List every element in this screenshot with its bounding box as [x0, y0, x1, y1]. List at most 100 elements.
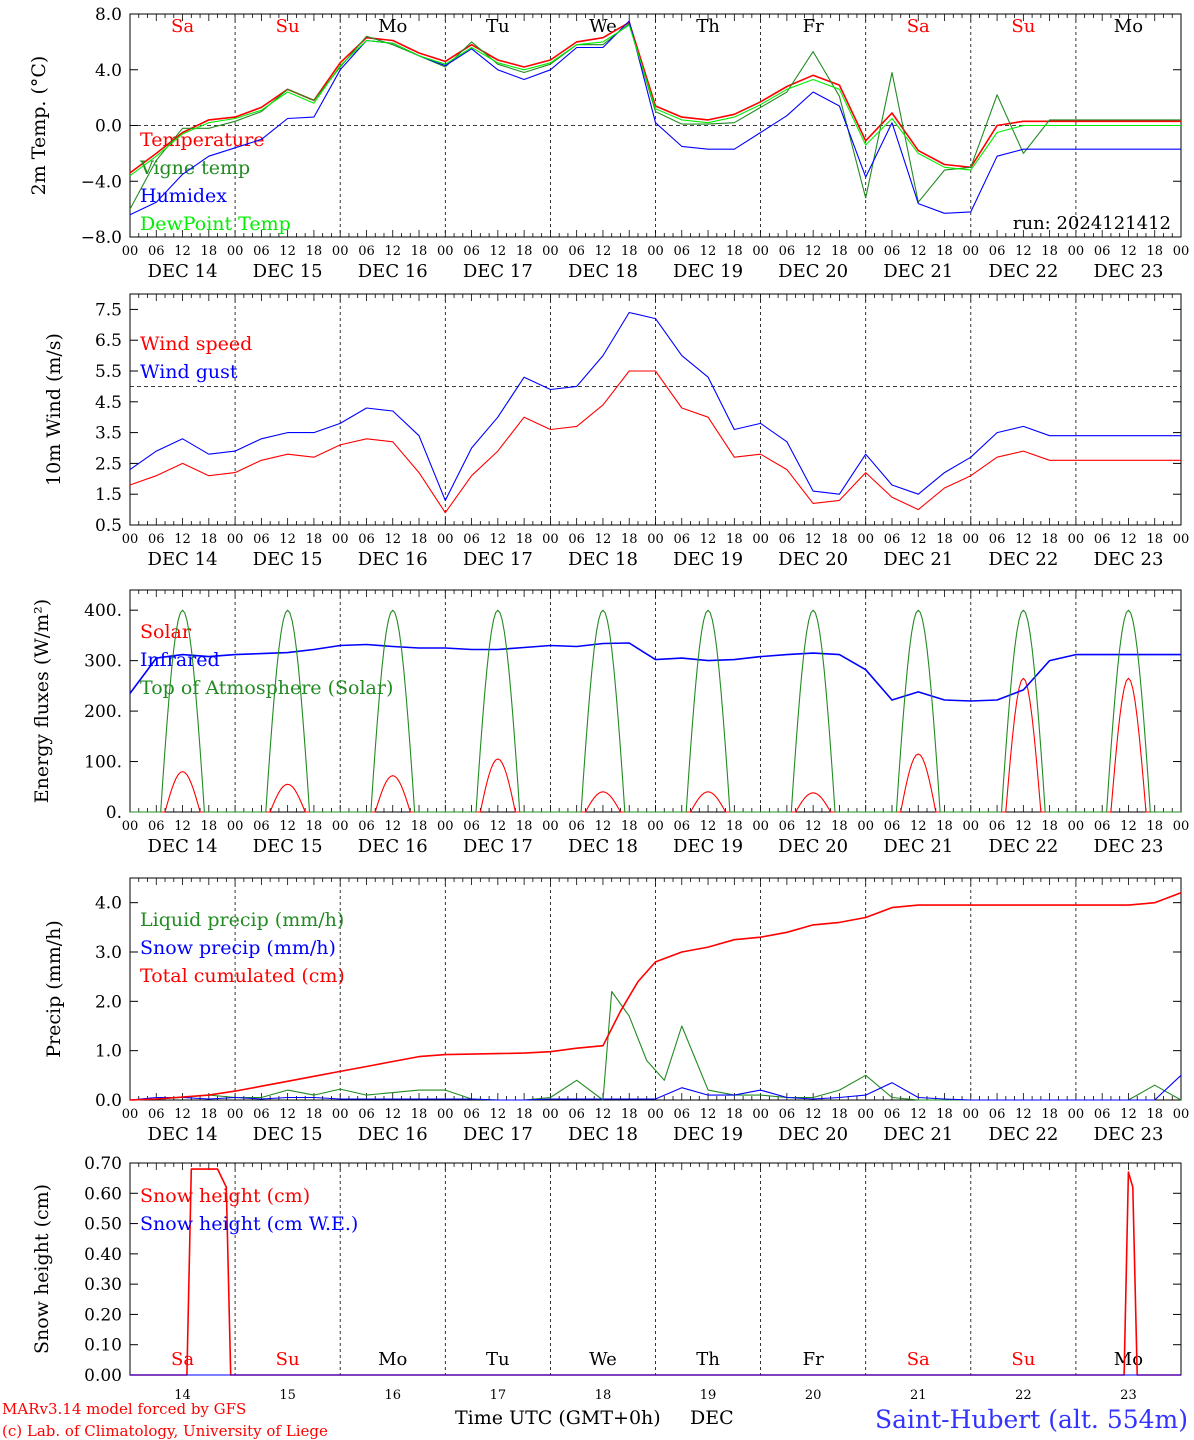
x-hour-label: 18	[306, 1107, 323, 1122]
x-date-label: DEC 15	[253, 1124, 323, 1145]
panel-3: 400. 300. 200. 100. 0. Energy fluxes (W/m²) 00…	[31, 589, 1189, 857]
x-hour-label: 00	[1173, 1107, 1190, 1122]
series-line-vigne-temp	[129, 23, 1181, 210]
x-hour-label: 12	[279, 1107, 296, 1122]
x-hour-label: 06	[358, 244, 375, 259]
x-hour-label: 18	[1041, 819, 1058, 834]
weekday-label: Mo	[1114, 16, 1143, 37]
x-date-label: DEC 16	[358, 261, 428, 282]
x-hour-label: 00	[542, 244, 559, 259]
x-hour-label: 00	[857, 1107, 874, 1122]
x-hour-label: 00	[227, 244, 244, 259]
x-hour-label: 06	[674, 1107, 691, 1122]
x-date-label: DEC 15	[253, 261, 323, 282]
legend-entry: Liquid precip (mm/h)	[140, 909, 344, 931]
x-hour-label: 00	[1068, 532, 1085, 547]
x-hour-label: 18	[1146, 1107, 1163, 1122]
x-hour-label: 12	[279, 819, 296, 834]
x-hour-label: 00	[227, 532, 244, 547]
x-hour-label: 18	[201, 532, 218, 547]
x-date-label: DEC 14	[148, 261, 218, 282]
x-day-number: 14	[174, 1388, 191, 1403]
x-hour-label: 06	[568, 819, 585, 834]
x-hour-label: 06	[253, 244, 270, 259]
x-hour-label: 12	[384, 244, 401, 259]
legend-entry: Top of Atmosphere (Solar)	[140, 677, 393, 699]
x-hour-label: 18	[201, 1107, 218, 1122]
y-tick-label: 3.0	[95, 943, 122, 963]
x-day-number: 23	[1120, 1388, 1137, 1403]
x-date-label: DEC 17	[463, 836, 533, 857]
x-date-label: DEC 16	[358, 1124, 428, 1145]
x-hour-label: 18	[726, 819, 743, 834]
x-hour-label: 00	[857, 819, 874, 834]
x-date-label: DEC 14	[148, 1124, 218, 1145]
series-line-humidex	[129, 20, 1181, 216]
x-hour-label: 06	[674, 244, 691, 259]
x-hour-label: 06	[674, 532, 691, 547]
x-date-label: DEC 15	[253, 836, 323, 857]
x-hour-label: 12	[805, 532, 822, 547]
y-tick-label: 8.0	[95, 5, 122, 25]
x-hour-label: 18	[306, 532, 323, 547]
x-hour-label: 18	[516, 1107, 533, 1122]
x-hour-label: 06	[1094, 819, 1111, 834]
x-hour-label: 12	[910, 819, 927, 834]
x-hour-label: 06	[779, 819, 796, 834]
y-tick-label: 0.50	[84, 1215, 122, 1235]
x-hour-label: 06	[884, 1107, 901, 1122]
x-hour-label: 18	[1146, 532, 1163, 547]
x-hour-label: 18	[516, 244, 533, 259]
y-axis-title: 2m Temp. (°C)	[28, 56, 50, 196]
y-tick-label: 0.00	[84, 1366, 122, 1386]
x-hour-label: 12	[805, 819, 822, 834]
x-date-label: DEC 14	[148, 836, 218, 857]
x-hour-label: 00	[437, 244, 454, 259]
x-hour-label: 12	[595, 532, 612, 547]
x-hour-label: 12	[1015, 819, 1032, 834]
y-tick-label: 300.	[84, 652, 122, 672]
x-hour-label: 06	[1094, 244, 1111, 259]
x-hour-label: 12	[490, 819, 507, 834]
y-axis-title: Energy fluxes (W/m²)	[31, 599, 53, 803]
x-day-number: 18	[595, 1388, 612, 1403]
x-hour-label: 06	[148, 819, 165, 834]
x-hour-label: 00	[1068, 1107, 1085, 1122]
x-hour-label: 06	[884, 819, 901, 834]
x-hour-label: 12	[595, 244, 612, 259]
x-date-label: DEC 20	[778, 1124, 848, 1145]
x-hour-label: 06	[148, 244, 165, 259]
x-hour-label: 12	[1120, 244, 1137, 259]
x-hour-label: 00	[647, 1107, 664, 1122]
x-hour-label: 12	[174, 819, 191, 834]
x-hour-label: 06	[779, 244, 796, 259]
y-tick-label: 0.0	[95, 1091, 122, 1111]
weekday-label: Th	[696, 16, 720, 37]
x-hour-label: 06	[253, 819, 270, 834]
x-date-label: DEC 23	[1093, 261, 1163, 282]
y-tick-label: 1.0	[95, 1042, 122, 1062]
x-hour-label: 00	[332, 532, 349, 547]
x-hour-label: 06	[989, 1107, 1006, 1122]
x-hour-label: 00	[752, 532, 769, 547]
x-date-label: DEC 18	[568, 261, 638, 282]
weekday-label: We	[589, 16, 617, 37]
x-hour-label: 18	[516, 532, 533, 547]
x-hour-label: 12	[700, 819, 717, 834]
x-hour-label: 00	[122, 819, 139, 834]
x-day-number: 19	[700, 1388, 717, 1403]
x-hour-label: 00	[963, 1107, 980, 1122]
x-hour-label: 12	[1120, 532, 1137, 547]
x-hour-label: 06	[148, 1107, 165, 1122]
legend-entry: Snow height (cm W.E.)	[140, 1213, 358, 1235]
x-hour-label: 06	[989, 819, 1006, 834]
y-tick-label: 0.	[106, 803, 122, 823]
weekday-label: Su	[1011, 1349, 1035, 1370]
x-hour-label: 18	[621, 819, 638, 834]
x-hour-label: 06	[568, 244, 585, 259]
x-hour-label: 18	[621, 1107, 638, 1122]
x-date-label: DEC 22	[988, 836, 1058, 857]
weekday-label: Sa	[171, 1349, 194, 1370]
y-tick-label: 5.5	[95, 362, 122, 382]
x-hour-label: 18	[936, 532, 953, 547]
